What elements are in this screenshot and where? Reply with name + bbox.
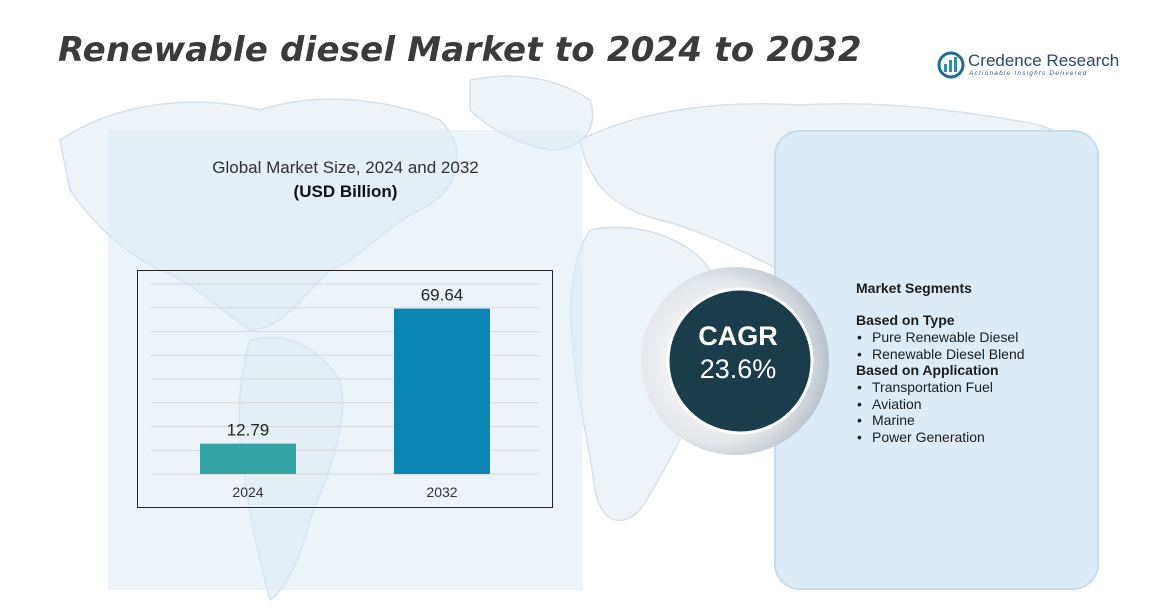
cagr-label: CAGR [698, 321, 778, 351]
segments-title: Market Segments [856, 280, 972, 296]
bar-2024 [200, 443, 296, 474]
data-label-2024: 12.79 [227, 421, 270, 440]
bar-chart: 12.79 69.64 2024 2032 [137, 270, 553, 508]
segment-item: Renewable Diesel Blend [856, 346, 1025, 363]
segment-item: Transportation Fuel [856, 379, 1025, 396]
page-title: Renewable diesel Market to 2024 to 2032 [58, 30, 862, 70]
segment-item: Aviation [856, 396, 1025, 413]
segment-heading-application: Based on Application [856, 362, 999, 378]
chart-unit-label: (USD Billion) [293, 182, 398, 201]
cagr-value: 23.6% [699, 354, 777, 384]
cagr-circle [666, 287, 814, 435]
tick-label-2032: 2032 [426, 484, 457, 500]
segment-item: Power Generation [856, 429, 1025, 446]
chart-panel [108, 130, 583, 590]
cagr-text: CAGR 23.6% [668, 320, 808, 386]
segment-list-application: Transportation Fuel Aviation Marine Powe… [856, 379, 1025, 445]
credence-research-logo: Credence Research Actionable Insights De… [936, 50, 1126, 84]
chart-frame [137, 270, 553, 508]
data-label-2032: 69.64 [421, 286, 464, 305]
cagr-badge [640, 266, 830, 456]
logo-icon [937, 51, 965, 79]
logo-name: Credence Research [968, 51, 1120, 70]
market-segments: Market Segments Based on Type Pure Renew… [856, 280, 1025, 445]
tick-label-2024: 2024 [232, 484, 263, 500]
segment-item: Marine [856, 412, 1025, 429]
segment-list-type: Pure Renewable Diesel Renewable Diesel B… [856, 329, 1025, 362]
segment-heading-type: Based on Type [856, 312, 955, 328]
logo-tagline: Actionable Insights Delivered [969, 70, 1088, 77]
segment-item: Pure Renewable Diesel [856, 329, 1025, 346]
bar-2032 [394, 308, 490, 474]
chart-title: Global Market Size, 2024 and 2032 [212, 158, 479, 177]
